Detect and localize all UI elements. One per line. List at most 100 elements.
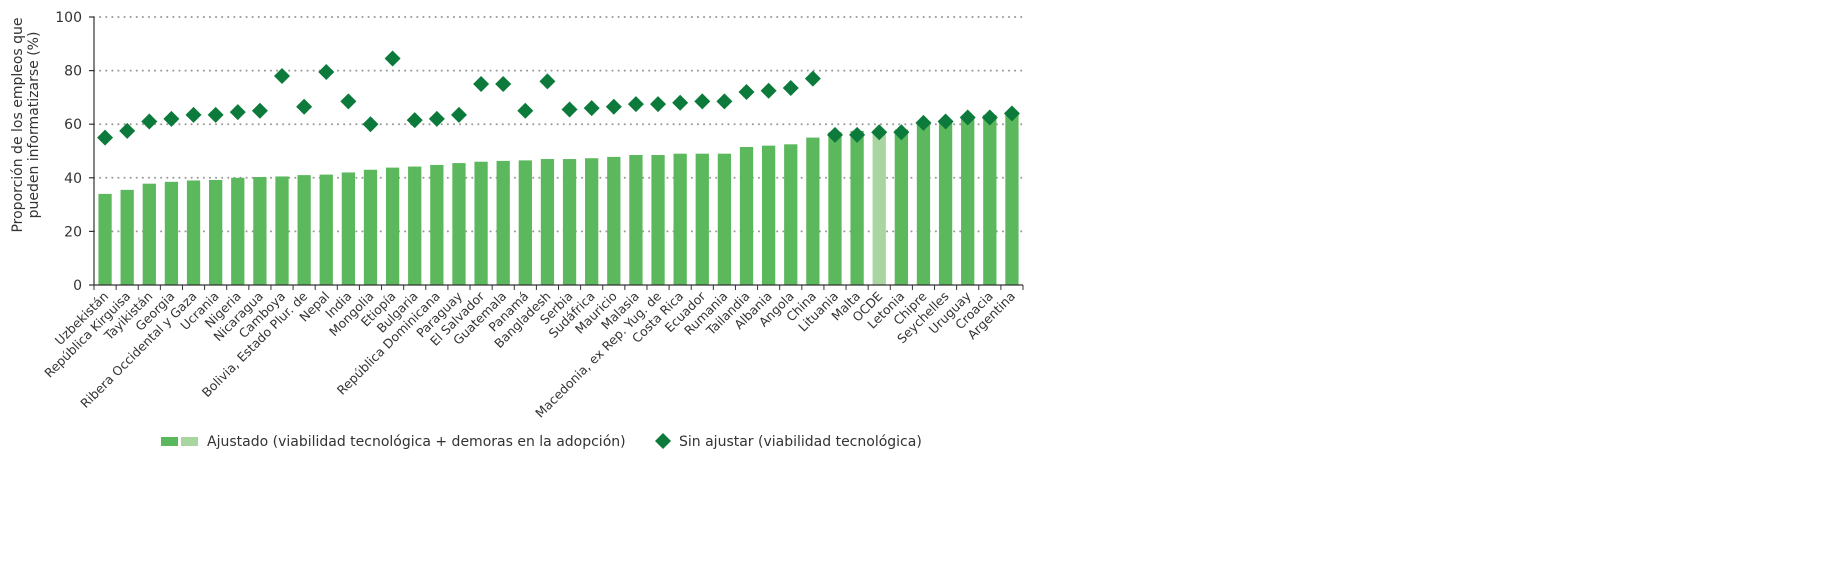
diamond-marker (583, 100, 600, 117)
bar (430, 164, 444, 285)
bar (408, 166, 422, 285)
diamond-marker (384, 50, 401, 67)
bars-adjusted (98, 112, 1019, 286)
diamond-marker (229, 104, 246, 121)
diamond-marker (406, 112, 423, 129)
bar (761, 145, 776, 285)
bar (319, 174, 333, 285)
bar (164, 181, 179, 285)
y-tick-label: 20 (64, 224, 82, 240)
diamond-marker (826, 126, 843, 143)
bar (120, 189, 134, 285)
diamond-marker (959, 109, 976, 126)
bar (961, 117, 975, 285)
bar (452, 163, 466, 285)
diamond-marker (627, 96, 644, 113)
y-axis-title-line-1: Proporción de los empleos que (10, 17, 26, 232)
diamond-marker (473, 76, 490, 92)
bar (275, 176, 289, 285)
bar (98, 193, 112, 285)
y-tick-label: 40 (64, 171, 82, 187)
diamond-marker (915, 114, 932, 131)
bar (739, 146, 754, 285)
bar (784, 144, 798, 285)
legend-label-adjusted: Ajustado (viabilidad tecnológica + demor… (207, 434, 626, 450)
bar (717, 153, 732, 285)
diamond-marker (185, 106, 202, 123)
bar (341, 172, 356, 285)
diamond-marker (782, 80, 799, 97)
markers-unadjusted (97, 50, 1020, 146)
legend: Ajustado (viabilidad tecnológica + demor… (161, 433, 922, 450)
bar (629, 155, 643, 285)
diamond-marker (296, 98, 313, 115)
bar (894, 129, 908, 285)
y-tick-label: 100 (55, 10, 82, 26)
diamond-marker (694, 93, 711, 110)
bar (209, 179, 223, 285)
diamond-marker (274, 67, 291, 84)
diamond-marker (251, 102, 268, 119)
y-axis-title-line-2: pueden informatizarse (%) (26, 32, 42, 219)
diamond-marker (207, 106, 224, 123)
diamond-marker (428, 110, 445, 127)
bar (186, 180, 201, 285)
diamond-marker (450, 106, 467, 123)
diamond-marker (605, 98, 622, 115)
bar (806, 137, 820, 285)
diamond-marker (539, 73, 556, 90)
bar (142, 183, 156, 285)
diamond-marker (561, 101, 578, 118)
bar (496, 160, 510, 285)
bar (385, 167, 400, 285)
diamond-marker (804, 70, 821, 87)
diamond-marker (495, 76, 512, 92)
y-tick-label: 80 (64, 64, 82, 80)
diamond-marker (937, 113, 954, 130)
bar (673, 153, 687, 285)
bar (850, 130, 864, 285)
diamond-marker (97, 129, 114, 146)
bar (518, 160, 532, 285)
bar (253, 176, 267, 285)
bar (651, 155, 665, 285)
diamond-marker (517, 102, 534, 119)
diamond-marker (672, 94, 689, 111)
bar (695, 153, 709, 285)
diamond-marker (318, 63, 335, 80)
bar (363, 169, 378, 285)
diamond-marker (893, 124, 910, 141)
y-tick-label: 60 (64, 117, 82, 133)
diamond-marker (119, 122, 136, 139)
diamond-marker (650, 96, 667, 113)
legend-marker-unadjusted (655, 433, 671, 449)
bar (872, 132, 886, 285)
grid-lines (93, 16, 1024, 233)
legend-label-unadjusted: Sin ajustar (viabilidad tecnológica) (679, 434, 922, 450)
diamond-marker (981, 109, 998, 126)
legend-swatch-adjusted-highlight (181, 437, 198, 446)
bar (297, 175, 311, 285)
bar (585, 158, 599, 285)
legend-swatch-adjusted (161, 437, 178, 446)
y-tick-label: 0 (73, 278, 82, 294)
bar (1005, 112, 1019, 285)
diamond-marker (141, 113, 158, 130)
diamond-marker (362, 116, 379, 133)
diamond-marker (163, 110, 180, 127)
bar (607, 156, 621, 285)
bar (540, 159, 555, 285)
bar (938, 120, 953, 286)
diamond-marker (871, 124, 888, 141)
bar (562, 159, 577, 285)
bar (231, 177, 245, 285)
diamond-marker (1003, 105, 1020, 122)
diamond-marker (849, 126, 866, 143)
bar (983, 114, 997, 285)
y-tick-labels: 0 20 40 60 80 100 (55, 10, 82, 294)
bar (916, 124, 931, 285)
diamond-marker (716, 93, 733, 110)
diamond-marker (738, 84, 755, 101)
